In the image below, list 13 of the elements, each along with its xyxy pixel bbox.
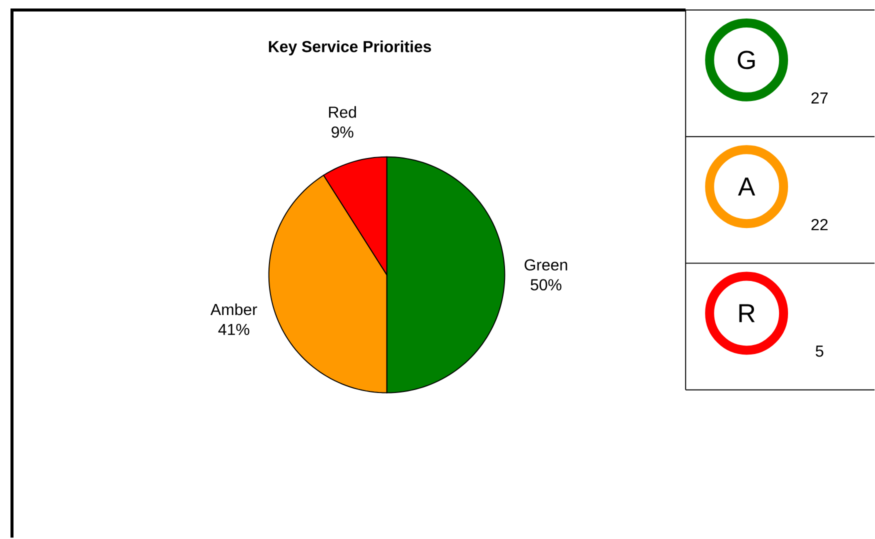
category-label: G: [738, 50, 755, 70]
data-label: 50%: [530, 279, 562, 290]
data-label: 41%: [218, 324, 250, 335]
category-label: R: [739, 304, 755, 322]
slice-label: Green: [524, 259, 568, 270]
data-label: 22: [811, 218, 828, 230]
data-label: 27: [811, 92, 828, 104]
data-label: 9%: [332, 126, 354, 138]
slice-label: Amber: [210, 303, 258, 316]
data-label: 5: [816, 346, 824, 357]
chart-title: Key Service Priorities: [268, 40, 432, 56]
slice-label: Red: [329, 106, 356, 118]
category-label: A: [738, 178, 756, 196]
